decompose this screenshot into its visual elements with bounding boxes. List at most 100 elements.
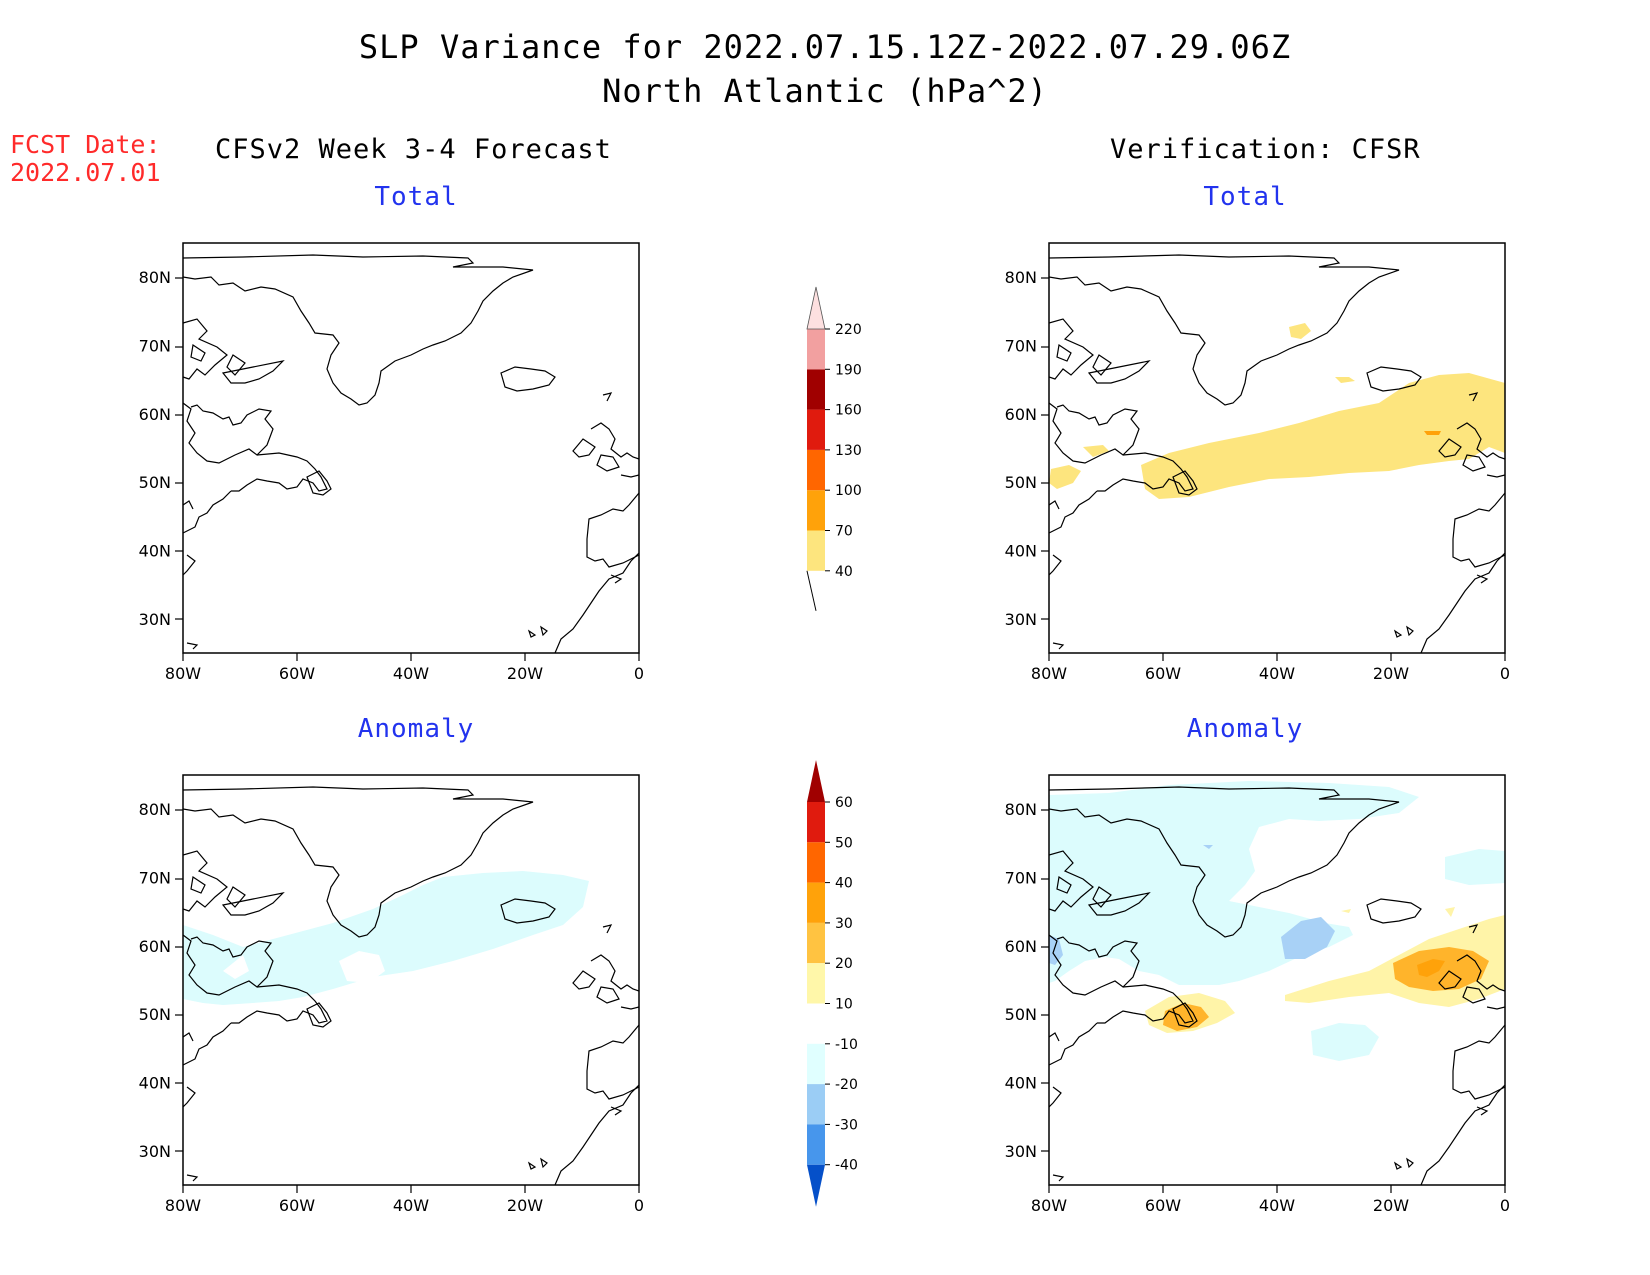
lat-tick-label: 30N [139,1142,171,1161]
colorbar-segment [807,1003,825,1044]
lat-tick-label: 50N [1005,1005,1037,1024]
lat-tick-label: 80N [139,800,171,819]
verification-anomaly-map [1040,774,1506,1194]
anomaly-shading-20-30 [1393,947,1489,991]
panel-label-forecast-total: Total [374,182,458,212]
colorbar-level-label: 40 [835,564,853,580]
lat-tick-label: 30N [1005,610,1037,629]
colorbar-level-label: -20 [835,1077,858,1093]
lon-tick-label: 80W [165,664,201,683]
colorbar-level-label: 130 [835,443,862,459]
verification-total-map [1040,242,1506,662]
colorbar-bottom-edge [806,570,817,611]
colorbar-level-label: -30 [835,1117,858,1133]
lon-tick-label: 0 [634,664,644,683]
forecast-anomaly-map [174,774,640,1194]
panel-label-forecast-anomaly: Anomaly [357,714,475,744]
colorbar-segment [807,882,825,923]
variance-shading-40-70 [1083,445,1109,457]
colorbar-level-label: 20 [835,956,853,972]
lon-tick-label: 60W [279,1196,315,1215]
lon-tick-label: 80W [1031,1196,1067,1215]
variance-shading-40-70 [1049,465,1081,489]
left-column-title: CFSv2 Week 3-4 Forecast [215,134,612,165]
lat-tick-label: 40N [139,542,171,561]
anomaly-shading-20-30 [1163,1003,1209,1031]
colorbar-segment [807,530,825,571]
anomaly-shading-10-20 [1341,909,1351,913]
right-column-title: Verification: CFSR [1110,134,1421,165]
colorbar-level-label: 70 [835,524,853,540]
lat-tick-label: 60N [139,937,171,956]
variance-shading-40-70 [1335,377,1355,383]
colorbar-segment [807,842,825,883]
anomaly-shading-10-20 [1445,907,1455,917]
variance-shading-70-100 [1424,431,1441,435]
colorbar-level-label: -10 [835,1037,858,1053]
colorbar-segment [807,802,825,843]
lat-tick-label: 70N [139,869,171,888]
colorbar-segment [807,329,825,370]
colorbar-segment [807,409,825,450]
lat-tick-label: 30N [139,610,171,629]
lat-tick-label: 60N [1005,405,1037,424]
panel-label-verification-anomaly: Anomaly [1186,714,1304,744]
colorbar-segment [807,1084,825,1125]
lon-tick-label: 40W [393,664,429,683]
colorbar-segment [807,490,825,531]
lat-tick-label: 50N [1005,473,1037,492]
colorbar-segment [807,922,825,964]
colorbar-top-arrow [806,286,826,330]
main-title: SLP Variance for 2022.07.15.12Z-2022.07.… [358,28,1292,66]
map-frame [174,242,640,662]
colorbar-level-label: -40 [835,1158,858,1174]
anomaly-shading-minus20-minus10 [1049,781,1419,985]
colorbar-level-label: 30 [835,916,853,932]
lon-tick-label: 60W [1145,1196,1181,1215]
colorbar-segment [807,1124,825,1165]
colorbar-anomaly: 60 50 40 30 20 10 -10 -20 -30 -40 [807,760,858,1207]
colorbar-segment [807,449,825,491]
colorbar-level-label: 60 [835,795,853,811]
lat-tick-label: 70N [1005,337,1037,356]
lat-tick-label: 50N [139,473,171,492]
anomaly-shading-minus30-minus20 [1281,917,1335,959]
fcst-date-label: FCST Date: [10,130,161,159]
coastline [182,254,640,654]
panel-label-verification-total: Total [1203,182,1287,212]
lon-tick-label: 0 [1500,1196,1510,1215]
colorbar-total: 40 70 100 130 160 190 220 [806,286,862,611]
lon-tick-label: 40W [393,1196,429,1215]
lat-tick-label: 80N [1005,268,1037,287]
subtitle: North Atlantic (hPa^2) [602,72,1048,110]
lat-tick-label: 60N [139,405,171,424]
lon-tick-label: 40W [1259,1196,1295,1215]
lon-tick-label: 60W [1145,664,1181,683]
colorbar-level-label: 100 [835,483,862,499]
lon-tick-label: 40W [1259,664,1295,683]
colorbar-top-arrow [807,760,825,802]
anomaly-shading-minus20-minus10 [1445,849,1505,885]
lat-tick-label: 40N [1005,1074,1037,1093]
lat-tick-label: 80N [139,268,171,287]
colorbar-level-label: 10 [835,997,853,1013]
lon-tick-label: 20W [507,1196,543,1215]
lat-tick-label: 30N [1005,1142,1037,1161]
colorbar-segment [807,369,825,410]
anomaly-shading-minus30-minus20 [1049,935,1063,965]
lat-tick-label: 40N [1005,542,1037,561]
lat-tick-label: 60N [1005,937,1037,956]
colorbar-level-label: 220 [835,322,862,338]
anomaly-shading-minus20-minus10 [183,871,589,1005]
lon-tick-label: 20W [1373,1196,1409,1215]
colorbar-level-label: 40 [835,876,853,892]
lat-tick-label: 50N [139,1005,171,1024]
lon-tick-label: 0 [634,1196,644,1215]
colorbar-segment [807,1043,825,1085]
anomaly-shading-minus20-minus10 [223,955,249,979]
lon-tick-label: 0 [1500,664,1510,683]
lon-tick-label: 20W [507,664,543,683]
colorbar-level-label: 50 [835,835,853,851]
anomaly-shading-30-40 [1417,959,1445,977]
